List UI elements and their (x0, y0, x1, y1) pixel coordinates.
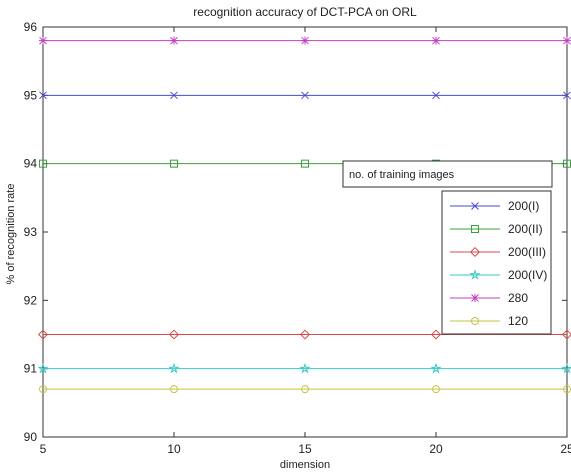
legend-label: 200(I) (508, 199, 539, 213)
legend-item: 280 (450, 291, 528, 305)
data-point (432, 91, 440, 100)
data-point (430, 329, 442, 340)
data-point (430, 362, 442, 374)
legend-label: 200(IV) (508, 268, 547, 282)
data-point (301, 385, 309, 394)
data-point (471, 317, 479, 325)
x-tick-label: 20 (429, 442, 443, 456)
data-point (301, 36, 309, 45)
data-point (37, 362, 49, 374)
series-200(I) (39, 91, 571, 100)
data-point (170, 36, 178, 45)
legend-item: 200(I) (450, 199, 539, 213)
data-point (39, 385, 47, 394)
y-tick-label: 90 (24, 430, 38, 444)
y-tick-label: 91 (24, 362, 38, 376)
data-point (561, 329, 571, 340)
data-point (170, 159, 178, 168)
data-point (301, 91, 309, 100)
legend-item: 200(II) (450, 222, 543, 236)
x-tick-label: 25 (560, 442, 571, 456)
data-point (301, 159, 309, 168)
data-point (469, 269, 481, 280)
data-point (471, 294, 479, 302)
data-point (299, 329, 311, 340)
series-200(IV) (37, 362, 571, 374)
series-120 (39, 385, 571, 394)
data-point (299, 362, 311, 374)
data-point (37, 329, 49, 340)
series-280 (39, 36, 571, 45)
data-point (471, 225, 479, 233)
data-point (561, 362, 571, 374)
data-point (39, 36, 47, 45)
y-tick-label: 93 (24, 225, 38, 239)
x-tick-label: 10 (167, 442, 181, 456)
legend-box (441, 190, 552, 335)
data-point (469, 246, 481, 258)
data-point (168, 329, 180, 340)
data-point (39, 91, 47, 100)
legend-label: 120 (508, 314, 528, 328)
legend-title: no. of training images (349, 169, 455, 181)
chart-title: recognition accuracy of DCT-PCA on ORL (193, 5, 417, 19)
legend-item: 200(IV) (450, 268, 547, 282)
data-point (471, 202, 479, 210)
y-tick-label: 94 (24, 157, 38, 171)
x-axis-label: dimension (280, 459, 330, 471)
legend-item: 200(III) (450, 245, 546, 259)
legend-label: 200(III) (508, 245, 546, 259)
data-point (563, 91, 571, 100)
plot-area: 5 10 15 20 25 90 91 92 93 94 95 96 no. of training i… (24, 20, 571, 456)
data-point (170, 91, 178, 100)
legend: 200(I) 200(II) 200(III) 200(IV) 280 120 (441, 190, 552, 335)
legend-label: 200(II) (508, 222, 543, 236)
y-tick-label: 95 (24, 88, 38, 102)
x-tick-label: 15 (298, 442, 312, 456)
x-tick-label: 5 (40, 442, 47, 456)
legend-title-box (342, 160, 553, 188)
data-point (432, 385, 440, 394)
data-point (563, 36, 571, 45)
y-tick-label: 96 (24, 20, 38, 34)
data-point (170, 385, 178, 394)
y-tick-label: 92 (24, 293, 38, 307)
legend-label: 280 (508, 291, 528, 305)
data-point (168, 362, 180, 374)
data-point (39, 159, 47, 168)
y-axis-label: % of recognition rate (5, 184, 17, 285)
data-point (432, 36, 440, 45)
legend-item: 120 (450, 314, 528, 328)
